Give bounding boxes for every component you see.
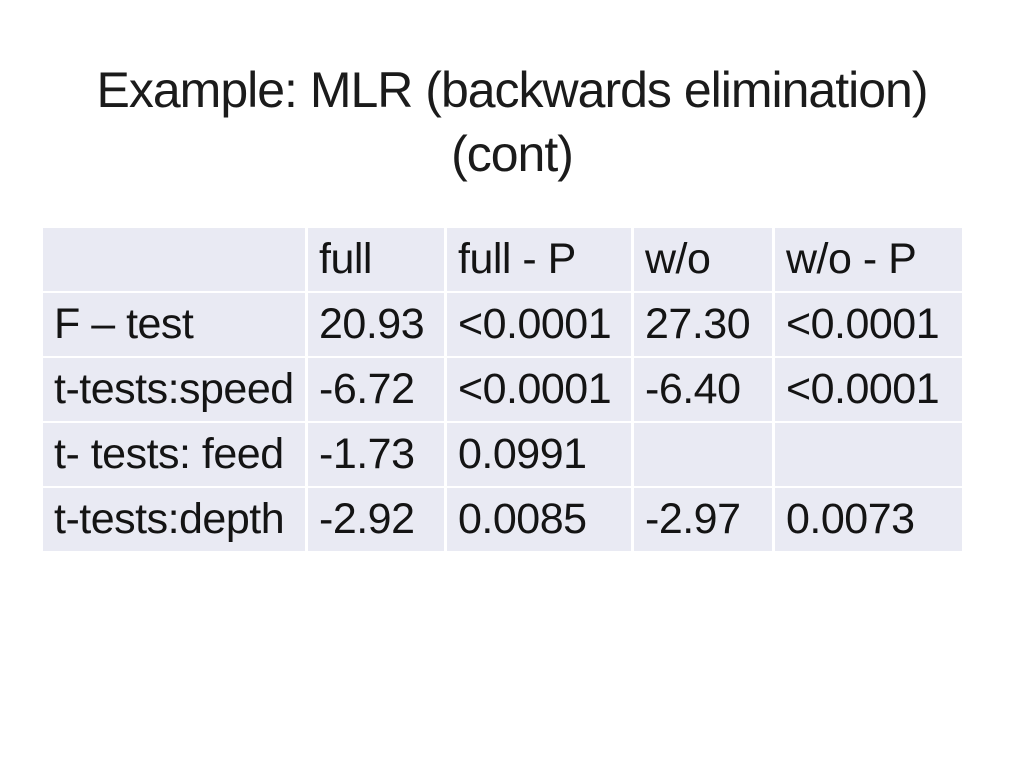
cell-value: <0.0001 <box>775 293 962 356</box>
table-row-ttest-feed: t- tests: feed -1.73 0.0991 <box>43 423 962 486</box>
cell-value: -2.92 <box>308 488 444 551</box>
cell-value: 20.93 <box>308 293 444 356</box>
header-cell-full-p: full - P <box>447 228 631 291</box>
row-label: t-tests:speed <box>43 358 305 421</box>
slide-title-line-2: (cont) <box>451 125 574 182</box>
header-cell-wo: w/o <box>634 228 772 291</box>
header-cell-wo-p: w/o - P <box>775 228 962 291</box>
cell-value: 0.0991 <box>447 423 631 486</box>
row-label: t-tests:depth <box>43 488 305 551</box>
stats-table: full full - P w/o w/o - P F – test 20.93… <box>40 226 965 553</box>
slide-title-line-1: Example: MLR (backwards elimination) <box>96 61 929 118</box>
cell-value: -1.73 <box>308 423 444 486</box>
table-row-f-test: F – test 20.93 <0.0001 27.30 <0.0001 <box>43 293 962 356</box>
cell-value: <0.0001 <box>775 358 962 421</box>
table-row-ttest-speed: t-tests:speed -6.72 <0.0001 -6.40 <0.000… <box>43 358 962 421</box>
cell-value <box>775 423 962 486</box>
cell-value <box>634 423 772 486</box>
cell-value: 0.0073 <box>775 488 962 551</box>
cell-value: <0.0001 <box>447 293 631 356</box>
table-header-row: full full - P w/o w/o - P <box>43 228 962 291</box>
cell-value: -6.40 <box>634 358 772 421</box>
row-label: t- tests: feed <box>43 423 305 486</box>
cell-value: 27.30 <box>634 293 772 356</box>
cell-value: <0.0001 <box>447 358 631 421</box>
row-label: F – test <box>43 293 305 356</box>
header-cell-blank <box>43 228 305 291</box>
cell-value: 0.0085 <box>447 488 631 551</box>
table-row-ttest-depth: t-tests:depth -2.92 0.0085 -2.97 0.0073 <box>43 488 962 551</box>
slide-title: Example: MLR (backwards elimination) (co… <box>0 58 1024 186</box>
header-cell-full: full <box>308 228 444 291</box>
cell-value: -6.72 <box>308 358 444 421</box>
cell-value: -2.97 <box>634 488 772 551</box>
